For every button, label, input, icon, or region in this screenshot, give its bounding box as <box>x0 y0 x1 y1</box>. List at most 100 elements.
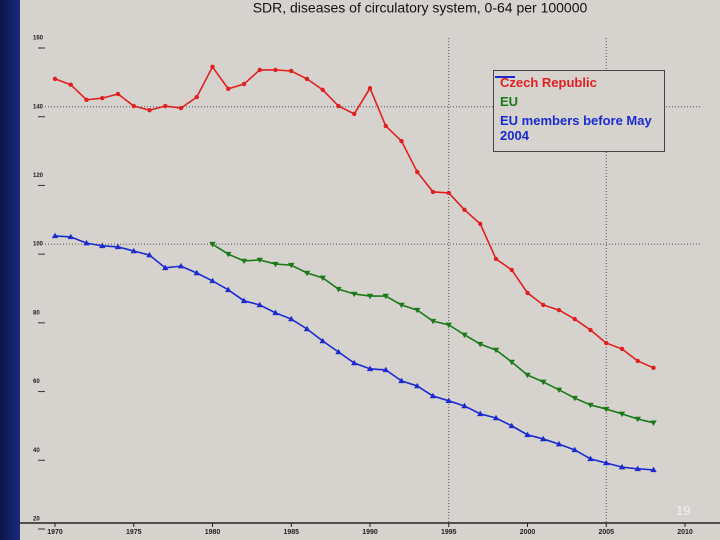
point <box>303 325 311 332</box>
series-line <box>54 235 654 471</box>
point <box>84 97 89 103</box>
point <box>477 341 484 348</box>
point <box>587 455 594 462</box>
legend-label: Czech Republic <box>500 75 597 90</box>
point <box>429 318 437 325</box>
point <box>320 87 325 93</box>
point <box>366 293 374 300</box>
point <box>351 359 358 366</box>
point <box>210 64 215 70</box>
y-tick-label: 100 <box>33 242 44 248</box>
point <box>241 81 247 87</box>
point <box>288 315 295 322</box>
point <box>399 138 404 144</box>
point <box>194 94 199 100</box>
point <box>382 293 389 300</box>
point <box>588 327 593 333</box>
point <box>650 466 657 473</box>
point <box>461 332 468 339</box>
y-tick-label: 20 <box>33 517 40 523</box>
legend-entry: EU members before May 2004 <box>495 76 662 143</box>
point <box>177 262 185 269</box>
point <box>525 290 530 296</box>
point <box>226 86 231 92</box>
legend-label: EU <box>500 94 519 109</box>
point <box>146 251 153 258</box>
point <box>571 446 578 453</box>
point <box>114 243 122 250</box>
point <box>477 410 484 417</box>
point <box>272 261 279 268</box>
point <box>587 402 594 409</box>
point <box>398 302 405 309</box>
x-tick-label: 2000 <box>520 529 536 536</box>
point <box>414 307 421 314</box>
point <box>382 366 389 373</box>
point <box>289 68 294 74</box>
point <box>83 239 90 246</box>
legend-entry: Czech Republic <box>495 75 662 90</box>
point <box>635 358 640 364</box>
point <box>319 275 326 282</box>
point <box>461 402 468 409</box>
y-tick-label: 60 <box>33 379 40 385</box>
point <box>162 264 169 271</box>
page-number: 19 <box>676 503 691 518</box>
point <box>540 379 547 386</box>
point <box>572 316 577 322</box>
point <box>571 395 578 402</box>
point <box>225 286 232 293</box>
x-tick-label: 1985 <box>283 529 299 536</box>
point <box>540 435 547 442</box>
chart-title: SDR, diseases of circulatory system, 0-6… <box>253 0 588 16</box>
point <box>351 291 358 298</box>
y-tick-label: 160 <box>33 36 44 42</box>
point <box>603 459 610 466</box>
point <box>209 277 216 284</box>
point <box>51 232 59 239</box>
x-tick-label: 1980 <box>205 529 221 536</box>
point <box>492 414 500 421</box>
point <box>650 420 657 426</box>
point <box>446 190 451 196</box>
point <box>541 302 546 308</box>
point <box>367 85 373 91</box>
legend-entry: EU <box>495 76 662 109</box>
x-tick-label: 2010 <box>677 529 693 536</box>
point <box>462 207 467 212</box>
point <box>303 270 311 277</box>
point <box>383 123 388 129</box>
point <box>414 382 421 389</box>
point <box>352 111 357 117</box>
point <box>556 307 562 313</box>
point <box>508 422 515 429</box>
point <box>225 251 232 258</box>
point <box>478 221 483 227</box>
point <box>634 416 641 423</box>
point <box>509 267 514 273</box>
y-tick-label: 120 <box>33 173 44 179</box>
point <box>288 262 295 269</box>
legend: Czech Republic EU EU members before May 20… <box>493 70 665 152</box>
point <box>131 103 136 109</box>
point <box>304 76 310 82</box>
point <box>335 348 342 355</box>
point <box>430 189 436 195</box>
x-tick-label: 1990 <box>362 529 378 536</box>
point <box>619 346 625 352</box>
point <box>445 322 452 329</box>
legend-swatch <box>495 76 515 78</box>
point <box>555 387 563 394</box>
point <box>130 247 137 254</box>
point <box>256 257 263 264</box>
point <box>272 309 279 316</box>
y-tick-label: 80 <box>33 310 40 316</box>
point <box>555 440 563 447</box>
point <box>178 105 184 111</box>
x-tick-label: 2005 <box>598 529 614 536</box>
point <box>147 107 152 113</box>
point <box>67 233 74 240</box>
point <box>366 365 374 372</box>
point <box>257 67 262 73</box>
